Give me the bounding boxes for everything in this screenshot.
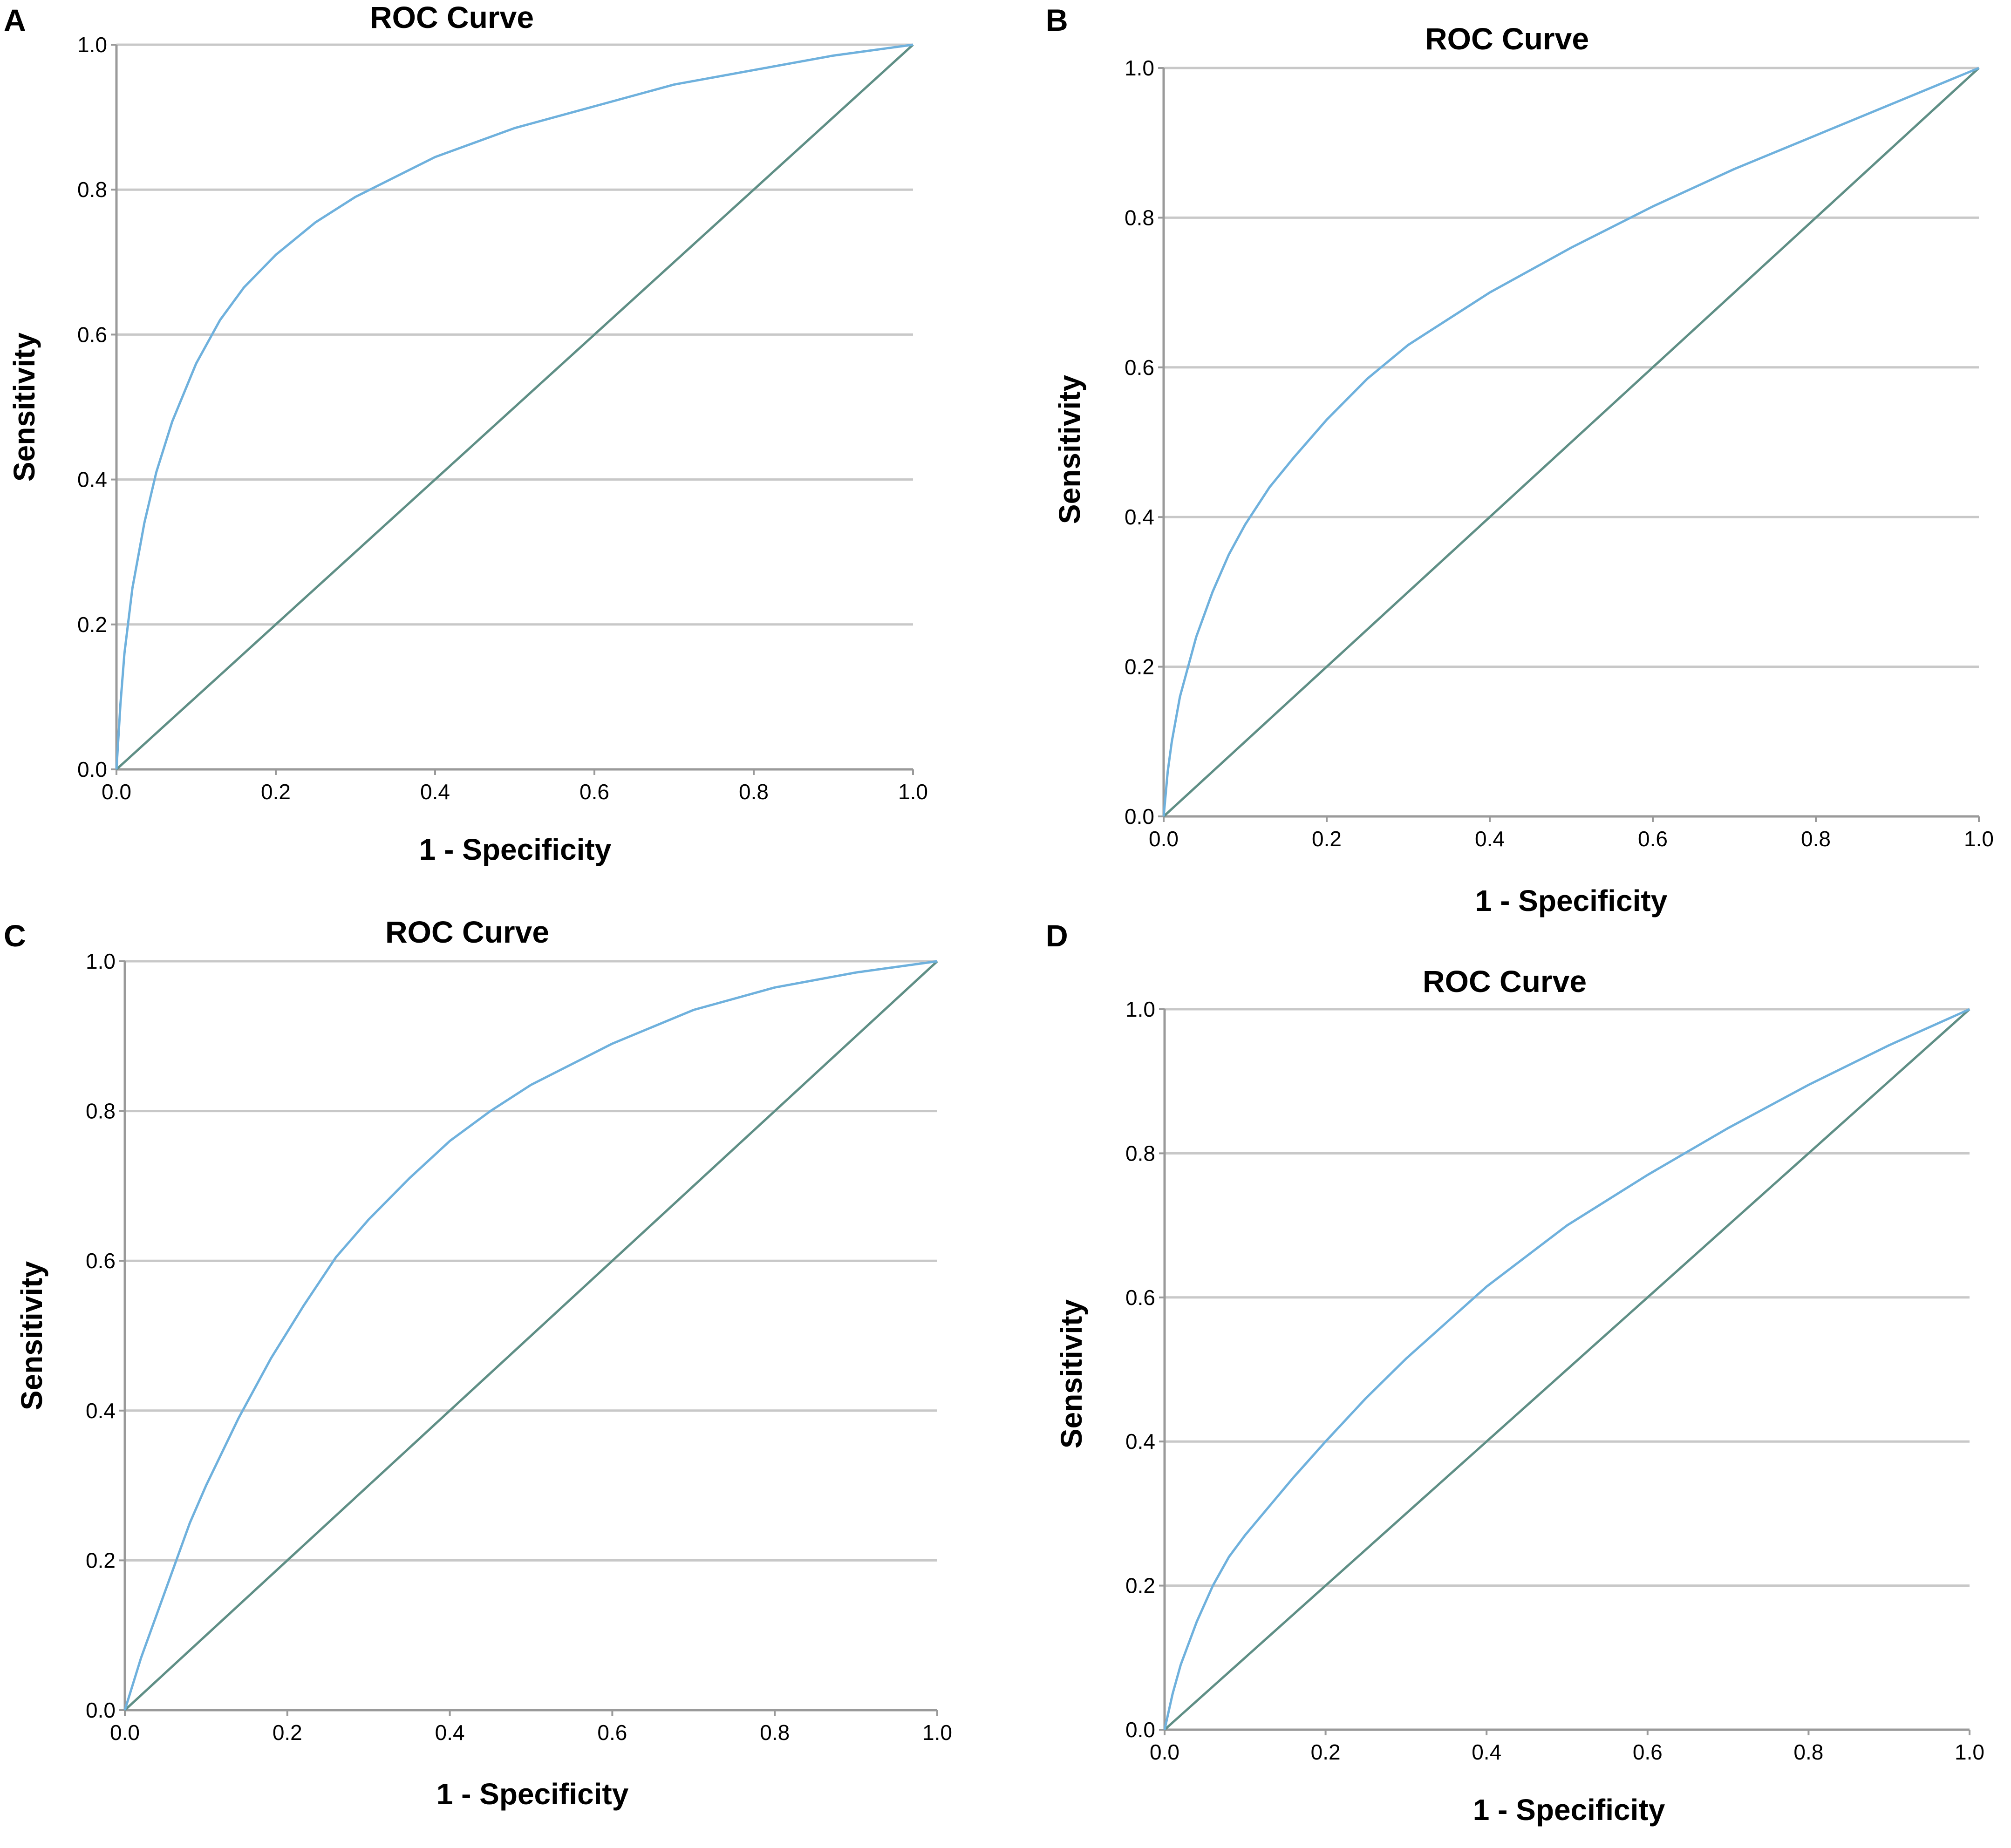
y-tick-label: 0.6 [86, 1249, 116, 1273]
y-tick-label: 1.0 [77, 33, 107, 57]
panel-a: A ROC Curve Sensitivity 1 - Specificity … [4, 0, 928, 866]
roc-curve [1163, 1008, 1970, 1730]
y-axis-title: Sensitivity [7, 333, 41, 482]
chart-title: ROC Curve [1425, 21, 1589, 56]
y-tick-label: 0.2 [77, 612, 107, 637]
panel-label: C [4, 918, 26, 953]
x-tick-label: 0.2 [273, 1720, 302, 1745]
x-tick-label: 0.0 [1150, 1740, 1179, 1764]
x-tick-label: 0.2 [1311, 1740, 1341, 1764]
x-tick-label: 0.6 [1633, 1740, 1663, 1764]
x-tick-label: 1.0 [1955, 1740, 1984, 1764]
y-tick-label: 0.6 [77, 322, 107, 346]
x-tick-label: 0.0 [102, 780, 131, 804]
y-tick-label: 0.2 [86, 1548, 116, 1572]
y-tick-label: 0.6 [1125, 355, 1154, 380]
panel-label: B [1046, 3, 1068, 37]
roc-curve [1162, 67, 1979, 817]
panel-d: D ROC Curve Sensitivity 1 - Specificity … [1046, 918, 1984, 1827]
x-tick-label: 0.4 [420, 780, 450, 804]
chart-title: ROC Curve [370, 0, 534, 34]
roc-curve [123, 960, 938, 1711]
reference-line [124, 960, 938, 1711]
y-tick-label: 0.2 [1125, 655, 1154, 679]
x-tick-label: 0.0 [110, 1720, 140, 1745]
x-tick-label: 0.6 [597, 1720, 627, 1745]
panel-label: D [1046, 918, 1068, 953]
x-tick-label: 0.6 [1638, 827, 1668, 851]
chart-title: ROC Curve [385, 915, 549, 949]
panel-label: A [4, 3, 26, 37]
y-tick-label: 0.8 [1125, 205, 1154, 230]
y-axis-title: Sensitivity [1055, 1299, 1088, 1449]
reference-line [1164, 1008, 1970, 1731]
y-tick-label: 0.4 [86, 1399, 116, 1423]
x-tick-label: 0.8 [739, 780, 769, 804]
x-tick-label: 0.2 [1312, 827, 1342, 851]
y-tick-label: 0.8 [86, 1099, 116, 1123]
y-axis-title: Sensitivity [15, 1261, 48, 1411]
x-tick-label: 0.6 [579, 780, 609, 804]
x-tick-label: 0.0 [1149, 827, 1179, 851]
y-tick-label: 0.8 [1125, 1141, 1155, 1165]
x-tick-label: 0.8 [1801, 827, 1831, 851]
x-tick-label: 0.8 [1793, 1740, 1823, 1764]
y-tick-label: 1.0 [86, 949, 116, 973]
x-tick-label: 1.0 [922, 1720, 952, 1745]
x-axis-title: 1 - Specificity [1475, 884, 1668, 917]
y-tick-label: 0.0 [86, 1698, 116, 1722]
y-tick-label: 0.4 [1125, 1429, 1155, 1454]
y-tick-label: 0.8 [77, 177, 107, 202]
x-tick-label: 0.4 [1472, 1740, 1501, 1764]
y-axis-title: Sensitivity [1053, 375, 1086, 524]
y-tick-label: 0.0 [77, 757, 107, 781]
x-tick-label: 0.4 [435, 1720, 465, 1745]
x-tick-label: 0.8 [760, 1720, 790, 1745]
y-tick-label: 0.6 [1125, 1285, 1155, 1310]
y-tick-label: 0.4 [1125, 505, 1154, 529]
y-tick-label: 0.4 [77, 468, 107, 492]
y-tick-label: 1.0 [1125, 56, 1154, 80]
roc-curve [115, 43, 913, 770]
y-tick-label: 0.0 [1125, 1718, 1155, 1742]
panel-b: B ROC Curve Sensitivity 1 - Specificity … [1046, 3, 1994, 917]
y-tick-label: 1.0 [1125, 997, 1155, 1021]
reference-line [116, 44, 914, 770]
x-tick-label: 1.0 [898, 780, 928, 804]
y-tick-label: 0.2 [1125, 1574, 1155, 1598]
x-tick-label: 0.2 [261, 780, 291, 804]
reference-line [1163, 67, 1980, 817]
x-axis-title: 1 - Specificity [1473, 1793, 1665, 1827]
panel-c: C ROC Curve Sensitivity 1 - Specificity … [4, 915, 952, 1811]
x-axis-title: 1 - Specificity [436, 1777, 629, 1811]
x-axis-title: 1 - Specificity [419, 833, 612, 866]
x-tick-label: 1.0 [1964, 827, 1994, 851]
x-tick-label: 0.4 [1475, 827, 1505, 851]
chart-title: ROC Curve [1423, 964, 1587, 999]
y-tick-label: 0.0 [1125, 804, 1154, 829]
